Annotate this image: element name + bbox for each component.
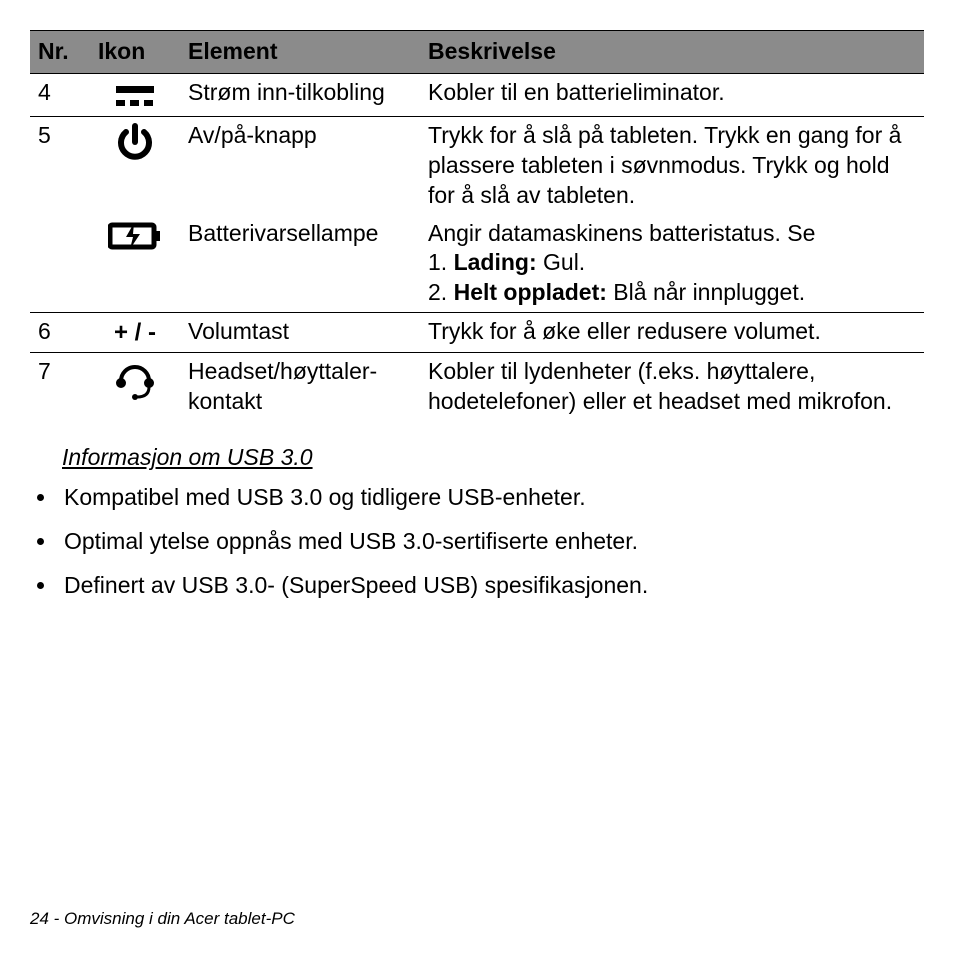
cell-element: Batterivarsellampe [180, 215, 420, 313]
desc-part: 2. [428, 279, 454, 305]
cell-element: Headset/høyttaler-kontakt [180, 353, 420, 421]
plus-minus-icon: + / - [114, 319, 156, 346]
cell-nr [30, 215, 90, 313]
desc-bold: Lading: [454, 249, 537, 275]
desc-text: Kobler til en batterieliminator. [428, 79, 725, 105]
table-header-row: Nr. Ikon Element Beskrivelse [30, 31, 924, 74]
cell-desc: Angir datamaskinens batteristatus. Se1. … [420, 215, 924, 313]
cell-element: Av/på-knapp [180, 116, 420, 214]
col-header-element: Element [180, 31, 420, 74]
power-icon [98, 121, 172, 165]
spec-table: Nr. Ikon Element Beskrivelse 4 Strøm inn-… [30, 30, 924, 421]
table-body: 4 Strøm inn-tilkobling Kobler til en batte… [30, 73, 924, 421]
col-header-nr: Nr. [30, 31, 90, 74]
cell-nr: 7 [30, 353, 90, 421]
battery-charge-icon [98, 219, 172, 253]
desc-part: Angir datamaskinens batteristatus. Se [428, 220, 815, 246]
desc-part: Blå når innplugget. [607, 279, 805, 305]
dc-power-icon [98, 78, 172, 112]
cell-desc: Trykk for å slå på tableten. Trykk en ga… [420, 116, 924, 214]
cell-nr: 6 [30, 313, 90, 353]
cell-nr: 5 [30, 116, 90, 214]
cell-icon: + / - [90, 313, 180, 353]
cell-icon [90, 73, 180, 116]
table-row: 4 Strøm inn-tilkobling Kobler til en batte… [30, 73, 924, 116]
table-row: 5 Av/på-knappTrykk for å slå på tableten.… [30, 116, 924, 214]
cell-desc: Trykk for å øke eller redusere volumet. [420, 313, 924, 353]
cell-element: Volumtast [180, 313, 420, 353]
col-header-icon: Ikon [90, 31, 180, 74]
col-header-desc: Beskrivelse [420, 31, 924, 74]
table-row: Batterivarsellampe Angir datamaskinens ba… [30, 215, 924, 313]
desc-text: Trykk for å slå på tableten. Trykk en ga… [428, 122, 901, 208]
usb-bullet: Optimal ytelse oppnås med USB 3.0-sertif… [58, 527, 924, 557]
usb-heading: Informasjon om USB 3.0 [62, 443, 924, 473]
desc-text: Kobler til lydenheter (f.eks. høyttalere… [428, 358, 892, 414]
page-footer: 24 - Omvisning i din Acer tablet-PC [30, 908, 295, 930]
cell-icon [90, 116, 180, 214]
headset-icon [98, 357, 172, 401]
cell-nr: 4 [30, 73, 90, 116]
usb-bullet: Kompatibel med USB 3.0 og tidligere USB-… [58, 483, 924, 513]
desc-text: Angir datamaskinens batteristatus. Se1. … [428, 220, 815, 306]
desc-text: Trykk for å øke eller redusere volumet. [428, 318, 821, 344]
usb-bullet: Definert av USB 3.0- (SuperSpeed USB) sp… [58, 571, 924, 601]
cell-desc: Kobler til en batterieliminator. [420, 73, 924, 116]
desc-bold: Helt oppladet: [454, 279, 607, 305]
cell-desc: Kobler til lydenheter (f.eks. høyttalere… [420, 353, 924, 421]
desc-part: Gul. [537, 249, 586, 275]
cell-icon [90, 215, 180, 313]
table-row: 6 + / - Volumtast Trykk for å øke eller red… [30, 313, 924, 353]
cell-element: Strøm inn-tilkobling [180, 73, 420, 116]
cell-icon [90, 353, 180, 421]
table-row: 7 Headset/høyttaler-kontaktKobler til lyd… [30, 353, 924, 421]
usb-bullet-list: Kompatibel med USB 3.0 og tidligere USB-… [58, 483, 924, 601]
desc-part: 1. [428, 249, 454, 275]
